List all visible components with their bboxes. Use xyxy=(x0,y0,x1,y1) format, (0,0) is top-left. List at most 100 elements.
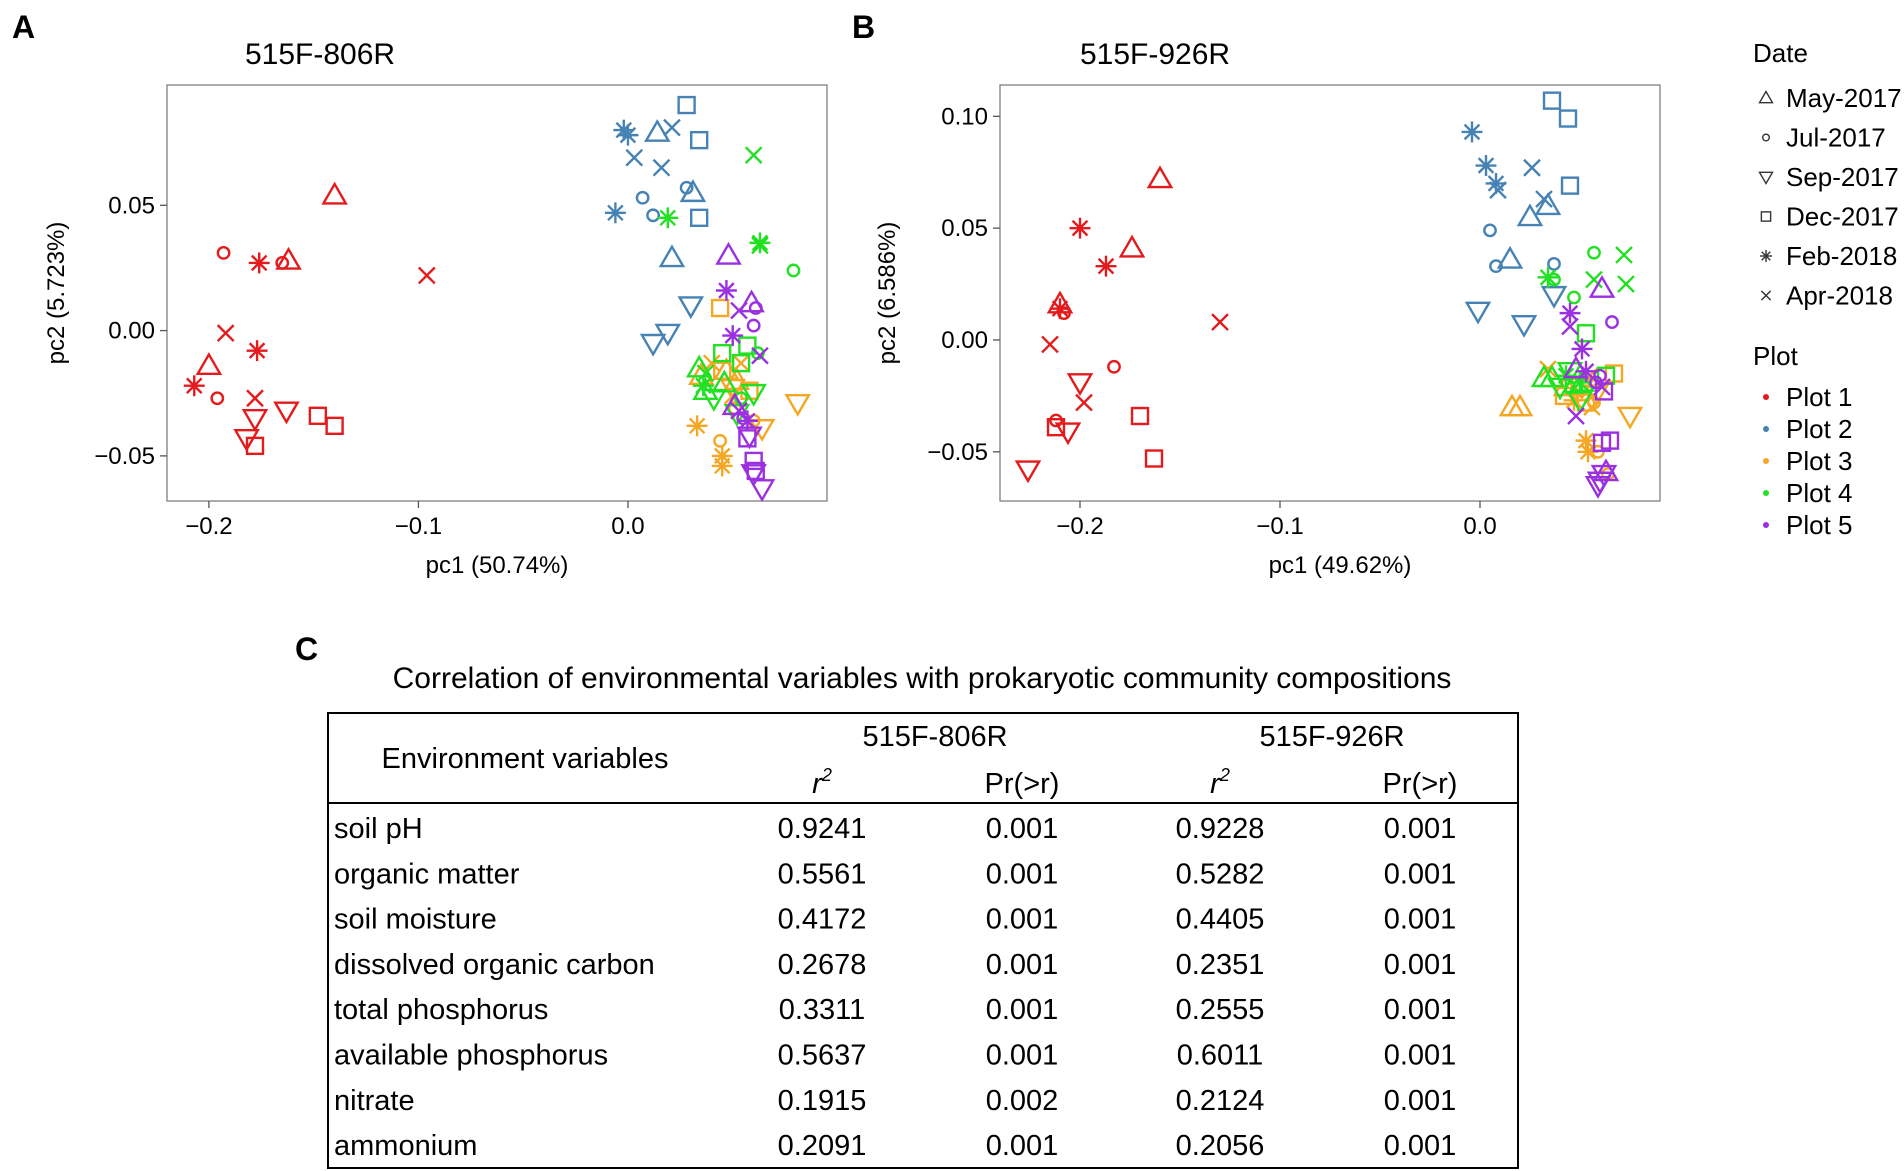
y-tick-label: 0.10 xyxy=(941,103,988,130)
plot-area-a xyxy=(166,84,828,502)
data-point-plot5-cross-marker xyxy=(1593,378,1611,396)
data-point-plot4-cross-marker xyxy=(751,236,769,255)
data-point-plot5-cross-marker xyxy=(1567,407,1585,425)
r-superscript: 2 xyxy=(821,765,832,785)
data-point-plot2-triangle-up-marker xyxy=(644,119,671,142)
data-point-plot2-circle-marker xyxy=(1483,223,1497,238)
data-point-plot2-cross-marker xyxy=(1535,190,1553,208)
data-point-plot3-circle-marker xyxy=(713,433,728,448)
data-point-plot2-triangle-up-marker xyxy=(1534,192,1562,216)
data-point-plot1-asterisk-marker xyxy=(246,340,268,362)
data-point-plot4-cross-marker xyxy=(696,364,715,383)
data-point-plot4-cross-marker xyxy=(744,146,763,164)
data-point-plot4-triangle-up-marker xyxy=(685,354,713,378)
data-point-plot1-circle-marker xyxy=(1107,359,1121,374)
table-subheader-pr-806r: Pr(>r) xyxy=(985,768,1060,800)
table-cell-variable: soil pH xyxy=(334,813,423,845)
data-points-b xyxy=(1014,91,1644,499)
data-point-plot4-cross-marker xyxy=(1615,246,1633,264)
data-point-plot1-asterisk-marker xyxy=(183,375,205,397)
data-point-plot1-triangle-down-marker xyxy=(1066,373,1094,397)
x-tick-label: −0.2 xyxy=(1056,513,1103,540)
data-point-plot5-triangle-up-marker xyxy=(715,241,742,265)
data-point-plot1-cross-marker xyxy=(1041,335,1059,354)
y-tick-label: −0.05 xyxy=(927,439,988,466)
data-point-plot2-square-marker xyxy=(1558,109,1578,128)
data-point-plot1-triangle-down-marker xyxy=(233,429,260,452)
y-tick-label: 0.05 xyxy=(108,192,155,219)
data-point-plot3-asterisk-marker xyxy=(711,455,733,477)
table-cell-value: 0.5282 xyxy=(1176,858,1265,890)
table-row: organic matter 0.5561 0.001 0.5282 0.001 xyxy=(334,858,1456,890)
table-row: soil moisture 0.4172 0.001 0.4405 0.001 xyxy=(334,904,1456,936)
r-superscript: 2 xyxy=(1219,765,1230,785)
legend-plot-label: Plot 5 xyxy=(1786,510,1853,540)
data-point-plot3-asterisk-marker xyxy=(686,415,708,437)
data-point-plot1-circle-marker xyxy=(216,246,231,260)
legend-plot-swatch xyxy=(1763,490,1769,496)
data-point-plot2-circle-marker xyxy=(679,180,694,195)
legend-date-title: Date xyxy=(1753,38,1808,68)
table-cell-value: 0.4405 xyxy=(1176,904,1265,936)
table-cell-variable: available phosphorus xyxy=(334,1040,608,1072)
data-point-plot3-triangle-down-marker xyxy=(1616,406,1644,430)
data-point-plot5-square-marker xyxy=(1592,433,1612,453)
data-point-plot1-cross-marker xyxy=(246,389,264,408)
legend-date-label: Apr-2018 xyxy=(1786,281,1893,311)
data-point-plot2-triangle-down-marker xyxy=(1510,314,1538,338)
plot-area-b xyxy=(999,84,1661,502)
data-point-plot3-cross-marker xyxy=(1539,360,1557,378)
table-cell-value: 0.001 xyxy=(986,858,1059,890)
panel-label-c: C xyxy=(295,631,318,667)
legend-date-label: Jul-2017 xyxy=(1786,123,1886,153)
data-point-plot2-square-marker xyxy=(690,208,709,227)
table-cell-value: 0.001 xyxy=(986,994,1059,1026)
data-point-plot5-circle-marker xyxy=(1605,315,1619,329)
data-point-plot3-cross-marker xyxy=(732,354,750,372)
data-point-plot5-triangle-down-marker xyxy=(1584,476,1612,499)
table-cell-variable: ammonium xyxy=(334,1130,477,1162)
data-point-plot5-circle-marker xyxy=(1593,368,1607,383)
data-point-plot2-cross-marker xyxy=(663,118,681,137)
data-point-plot1-triangle-up-marker xyxy=(1146,165,1174,189)
panel-label-a: A xyxy=(12,9,35,45)
data-point-plot2-square-marker xyxy=(1560,176,1580,195)
data-point-plot4-square-marker xyxy=(713,343,732,363)
table-subheader-pr-926r: Pr(>r) xyxy=(1383,768,1458,800)
data-points-a xyxy=(183,95,811,503)
legend-plot-title: Plot xyxy=(1753,341,1799,371)
data-point-plot4-square-marker xyxy=(731,353,751,373)
table-cell-value: 0.6011 xyxy=(1177,1040,1264,1072)
data-point-plot4-square-marker xyxy=(738,336,757,355)
data-point-plot1-cross-marker xyxy=(417,266,436,285)
data-point-plot4-circle-marker xyxy=(1587,245,1601,260)
data-point-plot2-triangle-down-marker xyxy=(639,333,667,357)
legend-triangle-up-marker xyxy=(1758,90,1774,104)
data-point-plot2-asterisk-marker xyxy=(1461,121,1483,143)
data-point-plot1-circle-marker xyxy=(210,391,225,406)
table-cell-variable: dissolved organic carbon xyxy=(334,949,655,981)
data-point-plot4-cross-marker xyxy=(1585,270,1603,289)
table-caption: Correlation of environmental variables w… xyxy=(393,662,1452,695)
table-cell-value: 0.001 xyxy=(1384,994,1457,1026)
table-cell-value: 0.001 xyxy=(986,949,1059,981)
legend-square-marker xyxy=(1760,211,1772,222)
table-border xyxy=(327,712,1519,1169)
data-point-plot2-triangle-down-marker xyxy=(654,323,682,347)
legend-triangle-down-marker xyxy=(1758,171,1774,185)
data-point-plot1-circle-marker xyxy=(1057,306,1071,321)
y-tick-label: 0.00 xyxy=(108,318,155,345)
data-point-plot1-cross-marker xyxy=(216,324,235,342)
data-point-plot2-asterisk-marker xyxy=(617,124,639,146)
data-point-plot4-asterisk-marker xyxy=(1537,266,1559,288)
legend-date-label: Sep-2017 xyxy=(1786,162,1899,192)
table-cell-value: 0.9241 xyxy=(778,813,867,845)
data-point-plot3-square-marker xyxy=(713,361,732,380)
legend-date-label: Dec-2017 xyxy=(1786,202,1899,232)
data-point-plot2-asterisk-marker xyxy=(604,202,626,224)
data-point-plot2-square-marker xyxy=(1542,91,1562,110)
legend-plot-swatch xyxy=(1763,458,1769,464)
data-point-plot5-asterisk-marker xyxy=(1559,302,1581,324)
